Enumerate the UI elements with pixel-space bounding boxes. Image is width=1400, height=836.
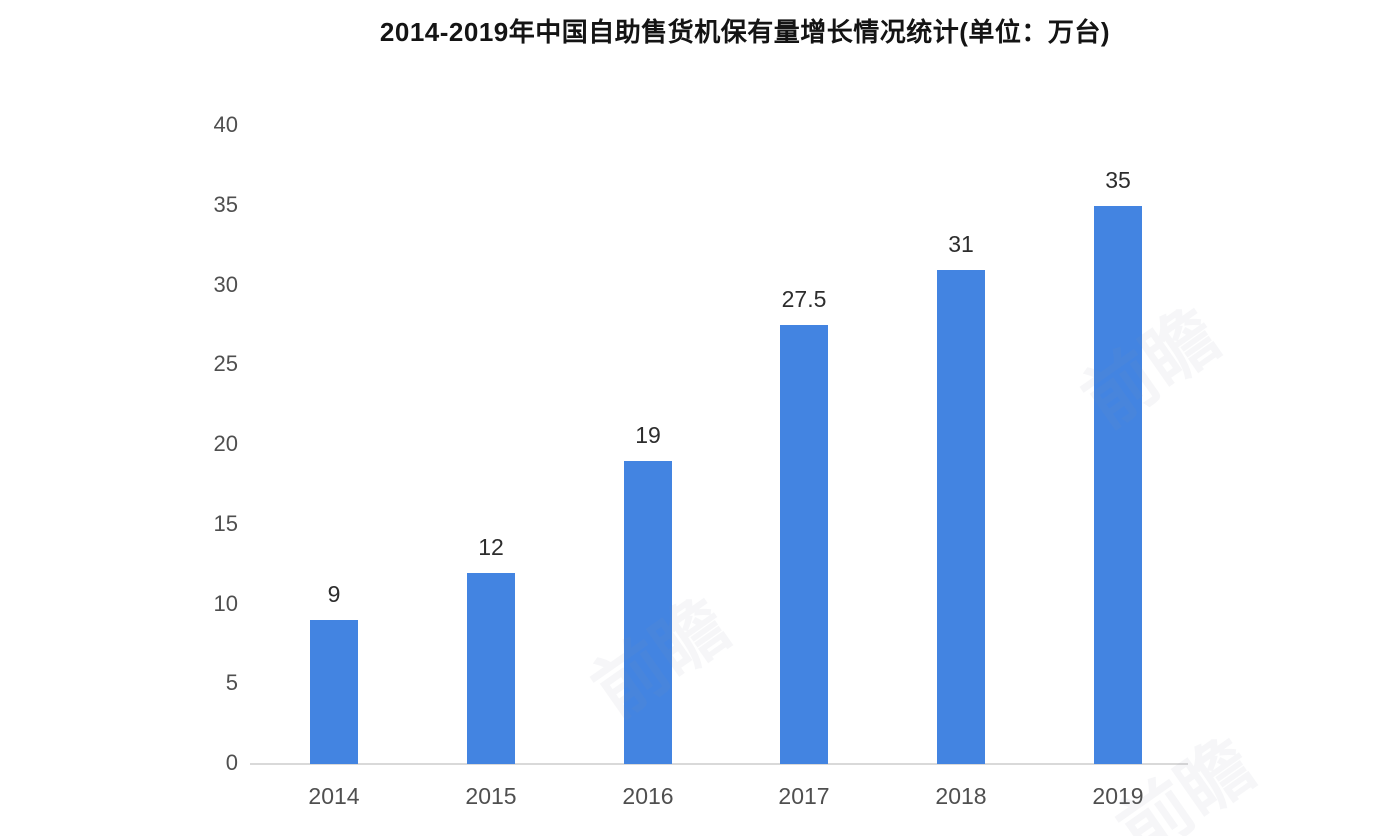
bar-value-label: 9 <box>327 581 341 607</box>
x-axis-label: 2016 <box>622 783 674 809</box>
y-tick-label: 20 <box>213 431 238 456</box>
bar-value-label: 27.5 <box>781 286 827 312</box>
x-axis-line <box>250 763 1188 765</box>
watermark-text: 前瞻 <box>1069 294 1234 443</box>
bar-value-label: 19 <box>635 422 661 448</box>
y-tick-label: 0 <box>225 750 238 775</box>
bar <box>1094 206 1142 764</box>
y-tick-label: 5 <box>225 670 238 696</box>
y-tick-label: 10 <box>213 590 238 616</box>
x-axis-label: 2014 <box>308 783 360 809</box>
bar <box>624 461 672 764</box>
x-axis-label: 2018 <box>935 783 987 809</box>
y-tick-label: 40 <box>213 112 238 137</box>
y-tick-label: 35 <box>213 191 238 217</box>
x-axis-label: 2015 <box>465 783 517 809</box>
x-axis-label: 2019 <box>1092 783 1144 809</box>
bar-value-label: 12 <box>478 534 504 560</box>
bar-value-label: 31 <box>948 231 974 257</box>
y-tick-label: 30 <box>213 271 238 297</box>
chart-title: 2014-2019年中国自助售货机保有量增长情况统计(单位：万台) <box>379 17 1111 47</box>
bar <box>937 270 985 764</box>
bar <box>467 573 515 764</box>
bar <box>780 325 828 764</box>
y-tick-label: 25 <box>213 351 238 377</box>
y-tick-label: 15 <box>213 510 238 536</box>
bar <box>310 620 358 764</box>
bar-value-label: 35 <box>1105 167 1131 193</box>
x-axis-label: 2017 <box>778 783 830 809</box>
